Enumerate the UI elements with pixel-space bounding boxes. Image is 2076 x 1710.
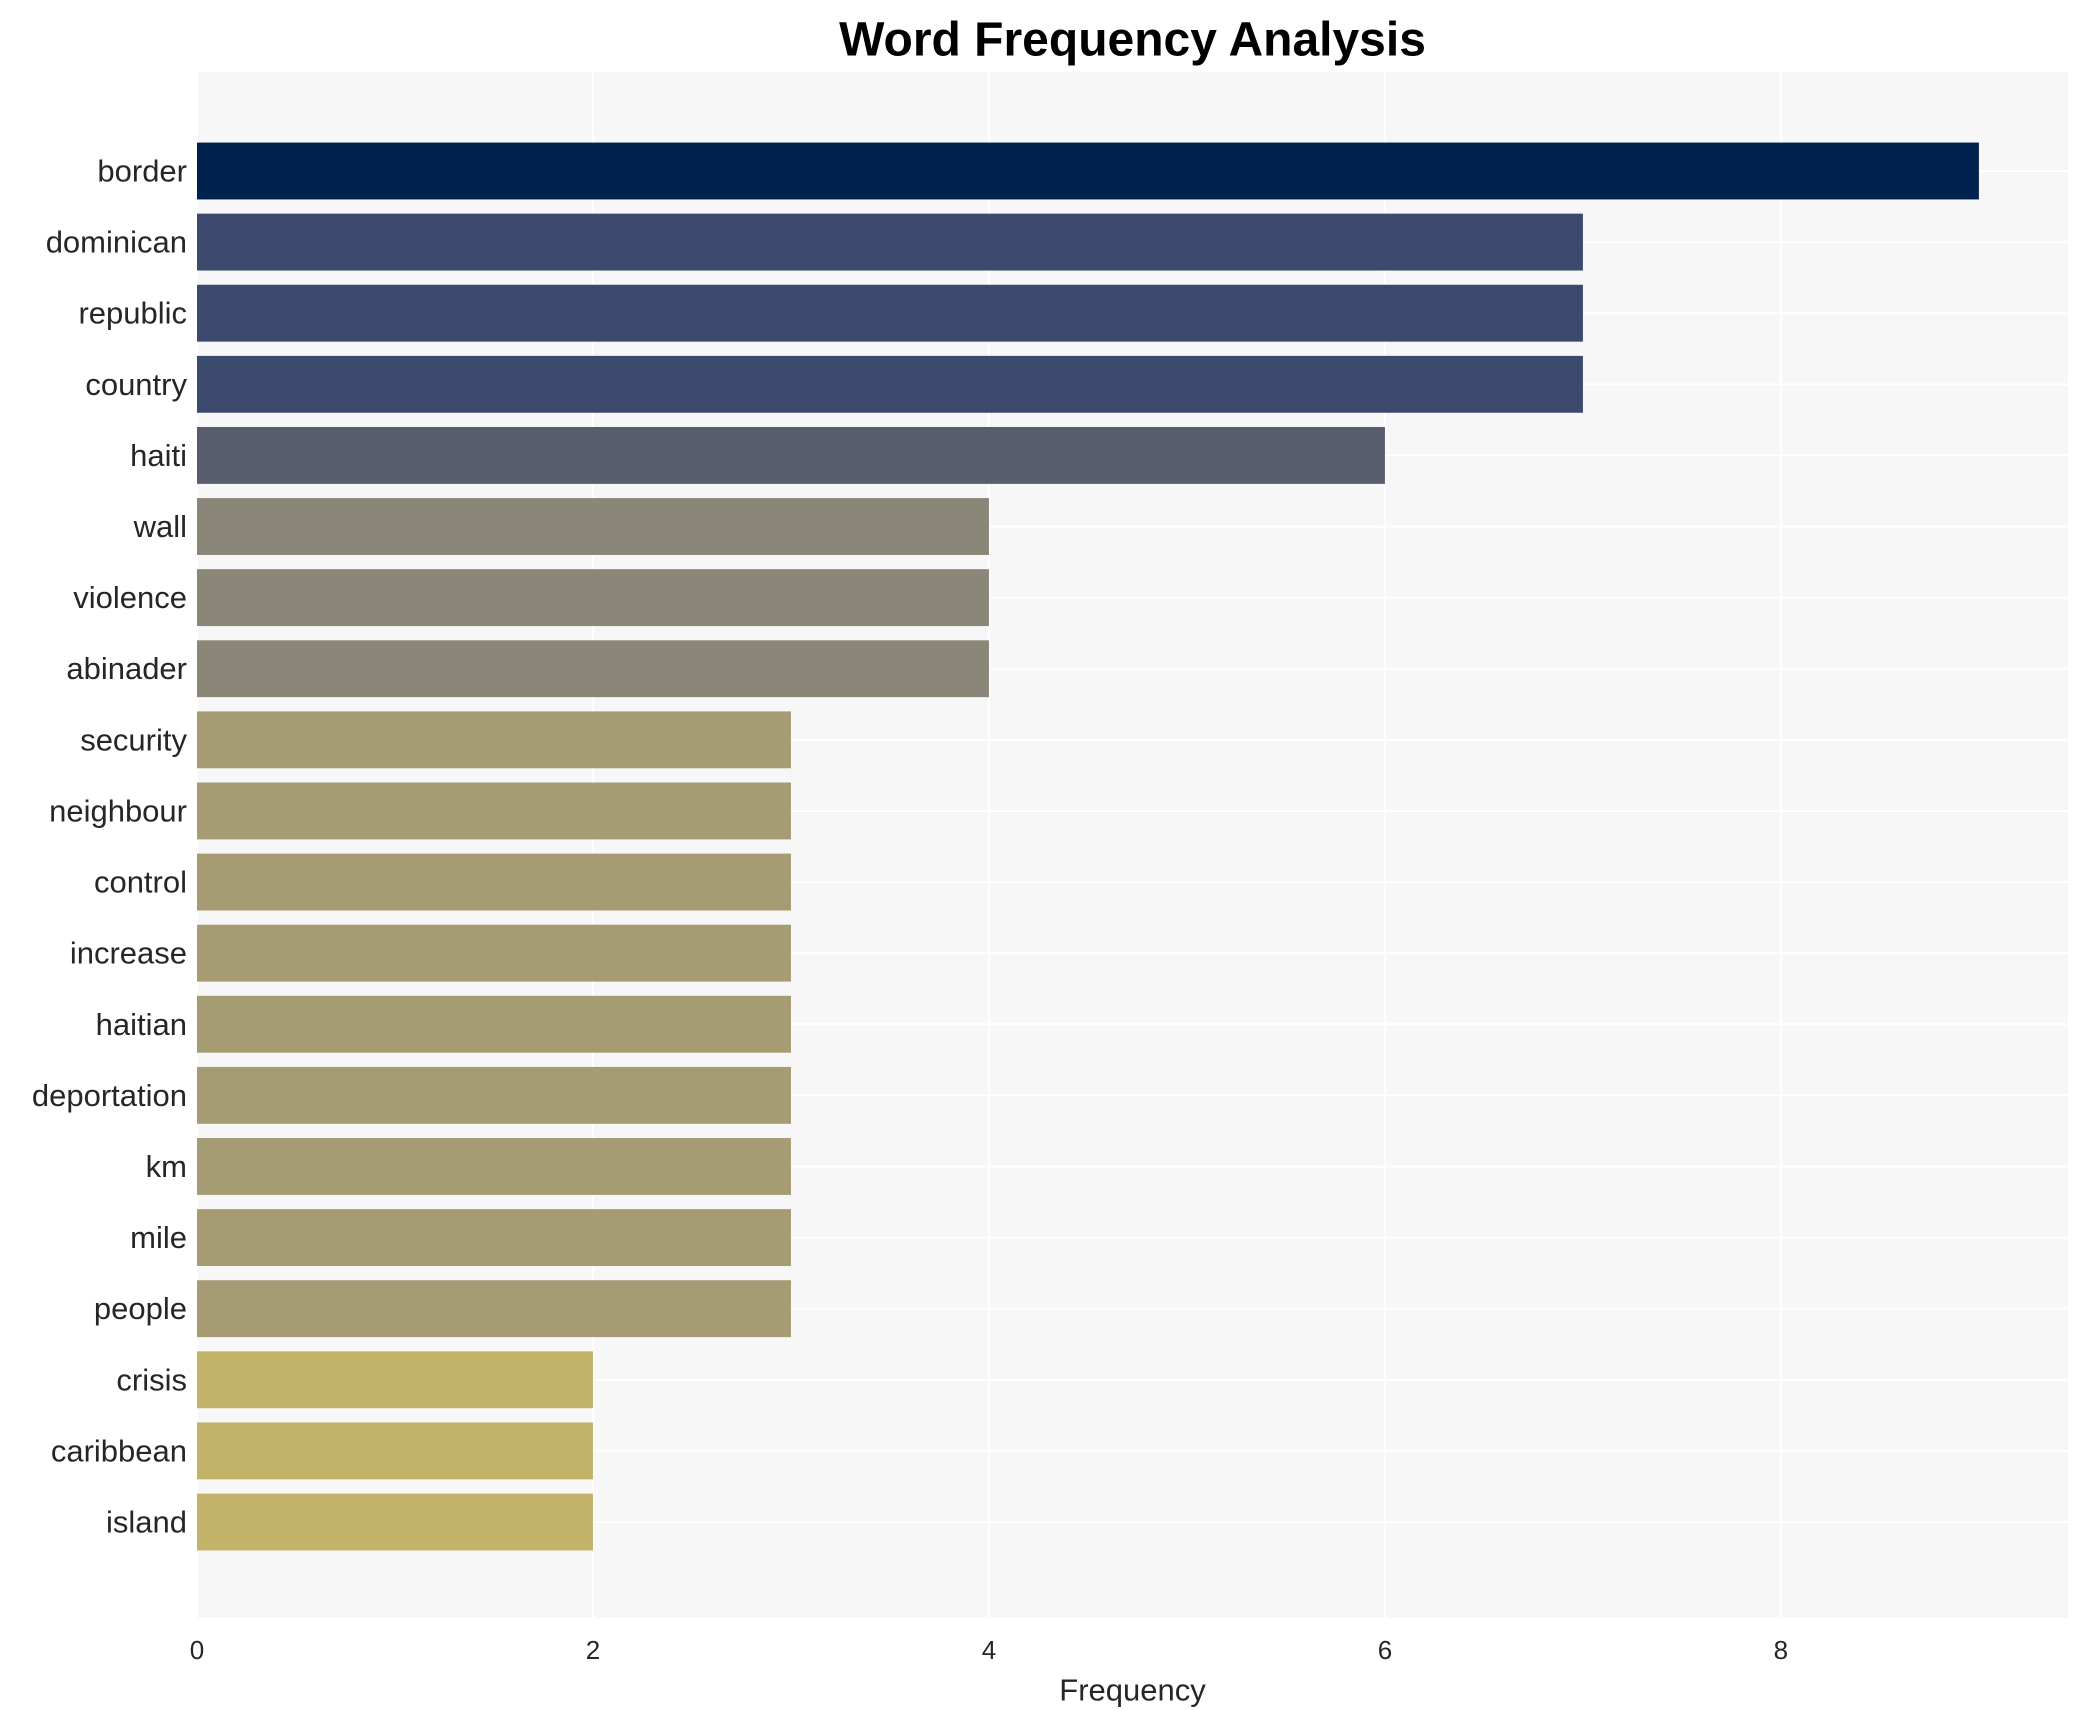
category-label-wall: wall bbox=[133, 509, 187, 544]
category-label-haitian: haitian bbox=[96, 1007, 187, 1042]
category-label-mile: mile bbox=[130, 1220, 187, 1255]
bar-caribbean bbox=[197, 1422, 593, 1480]
category-label-km: km bbox=[146, 1149, 187, 1184]
category-label-people: people bbox=[94, 1291, 187, 1326]
category-label-border: border bbox=[97, 154, 187, 189]
bar-mile bbox=[197, 1209, 791, 1267]
bar-republic bbox=[197, 284, 1583, 342]
bar-haiti bbox=[197, 426, 1385, 484]
bar-security bbox=[197, 711, 791, 769]
bar-haitian bbox=[197, 995, 791, 1053]
bar-border bbox=[197, 142, 1979, 200]
category-label-increase: increase bbox=[70, 936, 187, 971]
category-label-island: island bbox=[106, 1505, 187, 1540]
chart-title: Word Frequency Analysis bbox=[839, 14, 1426, 67]
bar-wall bbox=[197, 498, 989, 555]
x-tick-label: 8 bbox=[1774, 1635, 1788, 1665]
bar-neighbour bbox=[197, 782, 791, 840]
category-label-security: security bbox=[80, 722, 187, 757]
bar-deportation bbox=[197, 1066, 791, 1124]
category-label-abinader: abinader bbox=[66, 651, 187, 686]
x-axis-label: Frequency bbox=[1059, 1673, 1206, 1708]
bar-abinader bbox=[197, 640, 989, 698]
category-label-dominican: dominican bbox=[46, 225, 187, 260]
category-label-violence: violence bbox=[73, 580, 187, 615]
bar-people bbox=[197, 1280, 791, 1338]
category-label-caribbean: caribbean bbox=[51, 1433, 187, 1468]
x-tick-labels: 0 2 4 6 8 bbox=[190, 1635, 1788, 1665]
category-label-republic: republic bbox=[78, 296, 187, 331]
bar-km bbox=[197, 1138, 791, 1195]
bar-country bbox=[197, 355, 1583, 413]
category-label-neighbour: neighbour bbox=[49, 793, 187, 828]
x-tick-label: 0 bbox=[190, 1635, 204, 1665]
category-label-haiti: haiti bbox=[130, 438, 187, 473]
bar-crisis bbox=[197, 1351, 593, 1409]
x-tick-label: 6 bbox=[1378, 1635, 1392, 1665]
category-label-crisis: crisis bbox=[116, 1362, 187, 1397]
bars bbox=[197, 142, 1979, 1551]
bar-violence bbox=[197, 569, 989, 627]
bar-increase bbox=[197, 924, 791, 982]
category-label-country: country bbox=[85, 367, 187, 402]
category-label-control: control bbox=[94, 865, 187, 900]
x-tick-label: 2 bbox=[586, 1635, 600, 1665]
category-label-deportation: deportation bbox=[32, 1078, 187, 1113]
bar-island bbox=[197, 1493, 593, 1551]
category-labels: border dominican republic country haiti wall v… bbox=[32, 154, 188, 1540]
bar-dominican bbox=[197, 213, 1583, 271]
bar-control bbox=[197, 853, 791, 911]
x-tick-label: 4 bbox=[982, 1635, 996, 1665]
